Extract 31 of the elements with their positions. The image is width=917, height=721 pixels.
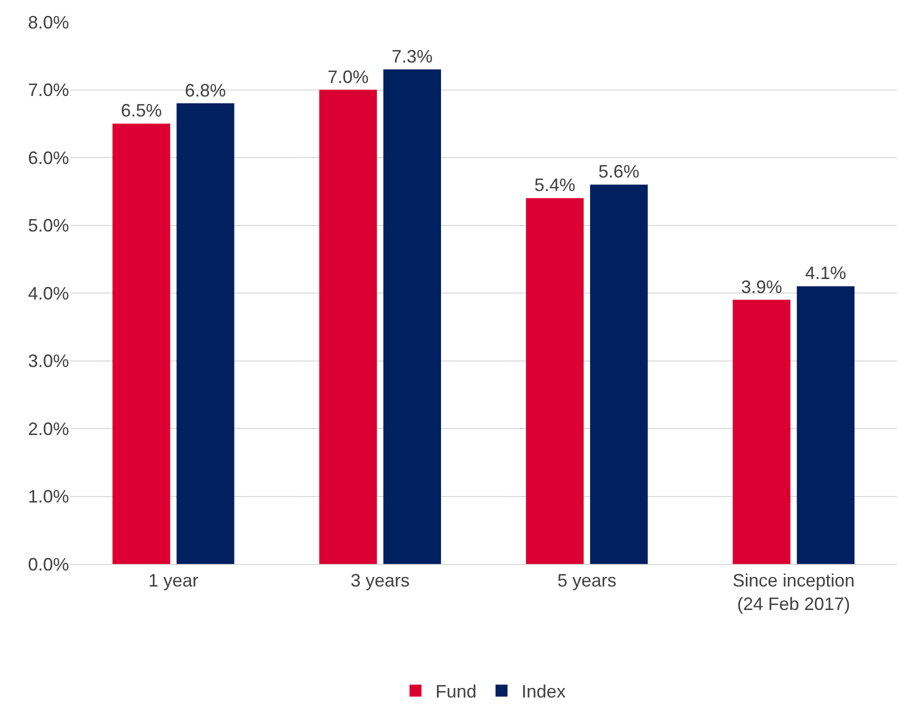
data-label: 4.1% xyxy=(805,263,846,284)
data-label: 6.5% xyxy=(120,100,162,121)
x-tick-label: 1 year xyxy=(148,570,198,591)
data-label: 3.9% xyxy=(741,276,782,297)
legend-label: Index xyxy=(522,682,566,702)
x-tick-label: Since inception (24 Feb 2017) xyxy=(732,570,855,614)
x-tick-label: 3 years xyxy=(350,570,410,591)
bar xyxy=(526,198,584,564)
legend-label: Fund xyxy=(436,682,477,702)
bar xyxy=(112,124,170,564)
y-tick-label: 6.0% xyxy=(28,148,69,168)
data-label: 5.4% xyxy=(534,175,576,196)
bar xyxy=(590,184,648,564)
data-label: 5.6% xyxy=(598,162,640,182)
y-tick-label: 3.0% xyxy=(28,351,69,372)
y-tick-label: 8.0% xyxy=(28,12,69,32)
bar xyxy=(796,286,855,564)
bar xyxy=(319,90,377,564)
data-label: 7.3% xyxy=(392,46,433,66)
data-label: 7.0% xyxy=(328,66,369,87)
data-label: 6.8% xyxy=(184,80,226,100)
y-tick-label: 1.0% xyxy=(28,486,69,507)
y-tick-label: 2.0% xyxy=(28,418,69,439)
y-tick-label: 0.0% xyxy=(28,554,69,574)
y-tick-label: 7.0% xyxy=(28,80,69,100)
bar xyxy=(383,69,442,564)
bar xyxy=(176,103,234,564)
y-tick-label: 5.0% xyxy=(28,216,69,236)
x-tick-label: 5 years xyxy=(557,570,616,591)
y-tick-label: 4.0% xyxy=(28,283,69,304)
bar xyxy=(732,300,790,564)
